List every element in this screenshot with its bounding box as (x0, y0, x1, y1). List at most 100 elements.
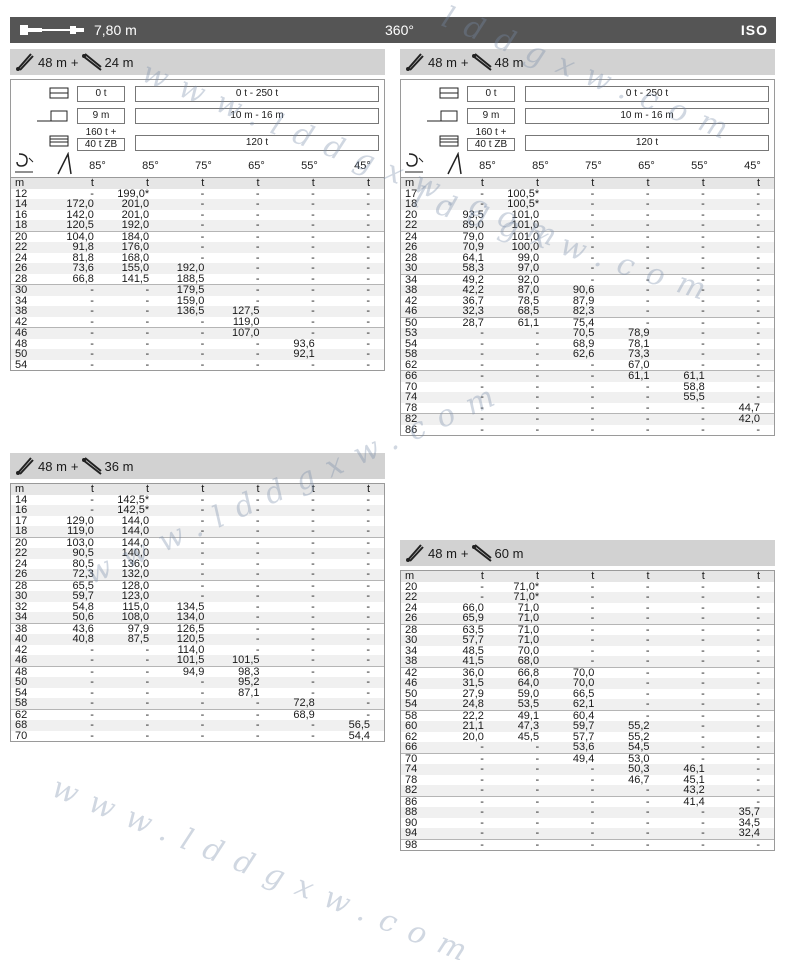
load-cell: 43,2 (663, 785, 719, 796)
radius-cell: 24 (405, 601, 418, 614)
hook-icon (15, 153, 34, 173)
radius-cell: 90 (405, 816, 418, 829)
load-cell: - (200, 208, 205, 221)
load-cell: - (480, 816, 484, 829)
load-cell: - (273, 284, 329, 296)
load-cell: 68,9 (273, 708, 329, 720)
radius-icon (37, 110, 68, 122)
load-cell: 55,2 (628, 730, 650, 743)
load-cell: 188,5 (176, 272, 205, 285)
load-cell: 92,1 (273, 349, 329, 360)
load-cell: - (590, 423, 595, 436)
load-cell: - (756, 687, 760, 700)
load-cell: - (718, 370, 774, 382)
plus-sign: + (460, 54, 469, 70)
load-cell: - (273, 591, 329, 602)
load-cell: - (328, 708, 384, 720)
load-cell: 72,8 (273, 698, 329, 709)
load-unit: t (163, 484, 219, 495)
main-boom-length: 48 m (428, 54, 457, 70)
load-cell: - (328, 698, 384, 709)
radius-cell: 82 (401, 413, 443, 425)
load-cell: - (701, 423, 705, 436)
radius-unit: m (11, 484, 53, 495)
radius-cell: 70 (401, 752, 443, 764)
load-cell: 179,5 (163, 284, 219, 296)
load-cell: - (497, 838, 554, 850)
load-cell: - (553, 635, 609, 646)
load-cell: 100,5* (507, 187, 540, 200)
load-cell: - (553, 242, 609, 253)
load-cell: - (608, 230, 664, 242)
table-row: 20 - 71,0* - - - - (401, 581, 774, 593)
load-cell: - (90, 187, 94, 200)
radius-cell: 22 (401, 592, 443, 603)
load-cell: - (366, 686, 370, 699)
table-row: 53- -70,5 78,9- - (401, 328, 774, 339)
load-cell: - (718, 709, 774, 721)
load-cell: 66,0 (462, 601, 484, 614)
load-cell: 101,0 (497, 230, 554, 242)
load-cell: - (701, 730, 705, 743)
load-cell: 49,4 (553, 752, 609, 764)
table-row: 46 32,3 68,5 82,3- - - (401, 306, 774, 317)
load-cell: - (442, 785, 498, 796)
table-row: 18-100,5* - - - - (401, 199, 774, 210)
load-cell: 67,0 (628, 358, 650, 371)
load-cell: - (273, 306, 329, 317)
load-cell: - (718, 220, 774, 231)
load-cell: 81,8 (72, 251, 94, 264)
table-row: 38 43,6 97,9 126,5- - - (11, 622, 384, 634)
load-cell: 75,4 (553, 316, 609, 328)
load-cell: - (163, 327, 219, 339)
load-cell: - (718, 199, 774, 210)
load-unit: t (608, 178, 664, 189)
table-row: 38- -136,5 127,5- - (11, 306, 384, 317)
section-header-60m: 48 m + 60 m (400, 540, 775, 566)
load-cell: 80,5 (72, 557, 94, 570)
superlift-line2: 40 t ZB (474, 139, 508, 150)
table-row: 22 90,5 140,0- - - - (11, 548, 384, 559)
load-cell: 155,0 (107, 263, 164, 274)
configuration-block: 0 t 0 t - 250 t 9 m 10 m - 16 m 160 t + … (11, 80, 384, 178)
load-cell: - (590, 816, 595, 829)
radius-cell: 54 (405, 337, 418, 350)
table-row: 78 - - - - - 44,7 (401, 402, 774, 414)
radius-range: 10 m - 16 m (230, 110, 284, 121)
load-cell: - (366, 493, 370, 506)
load-cell: 184,0 (107, 230, 164, 242)
plus-sign: + (70, 458, 79, 474)
radius-cell: 58 (401, 349, 443, 360)
radius-cell: 28 (401, 623, 443, 635)
table-row: 86- - - -41,4- (401, 795, 774, 807)
load-cell: 66,5 (572, 687, 595, 700)
table-row: 54 - - - - - - (11, 359, 384, 371)
load-cell: - (90, 686, 94, 699)
jib-length: 48 m (494, 54, 524, 70)
angle-header: 65° (248, 160, 265, 172)
table-row: 20 93,5 101,0 - - - - (401, 209, 774, 221)
load-cell: 54,5 (608, 742, 664, 753)
configuration-block: 0 t 0 t - 250 t 9 m 10 m - 16 m 160 t + … (401, 80, 774, 178)
load-cell: - (218, 526, 274, 537)
radius-cell: 46 (11, 655, 53, 666)
load-cell: 49,1 (497, 709, 554, 721)
load-cell: - (553, 785, 609, 796)
table-row: 34 49,2 92,0- - - - (401, 273, 774, 285)
load-cell: 87,9 (572, 294, 595, 307)
load-cell: - (718, 742, 774, 753)
load-unit: t (553, 571, 609, 582)
radius-cell: 34 (15, 294, 28, 307)
load-cell: - (608, 242, 664, 253)
radius-cell: 94 (401, 828, 443, 839)
table-row: 28 65,5 128,0- - - - (11, 579, 384, 591)
load-cell: - (718, 273, 774, 285)
table-row: 54 - - - 87,1 - - (11, 686, 384, 699)
load-cell: - (608, 828, 664, 839)
load-cell: - (52, 665, 108, 677)
load-cell: - (90, 493, 94, 506)
load-unit: t (328, 484, 384, 495)
load-cell: - (535, 816, 540, 829)
load-cell: - (663, 838, 719, 850)
load-cell: - (200, 729, 205, 742)
